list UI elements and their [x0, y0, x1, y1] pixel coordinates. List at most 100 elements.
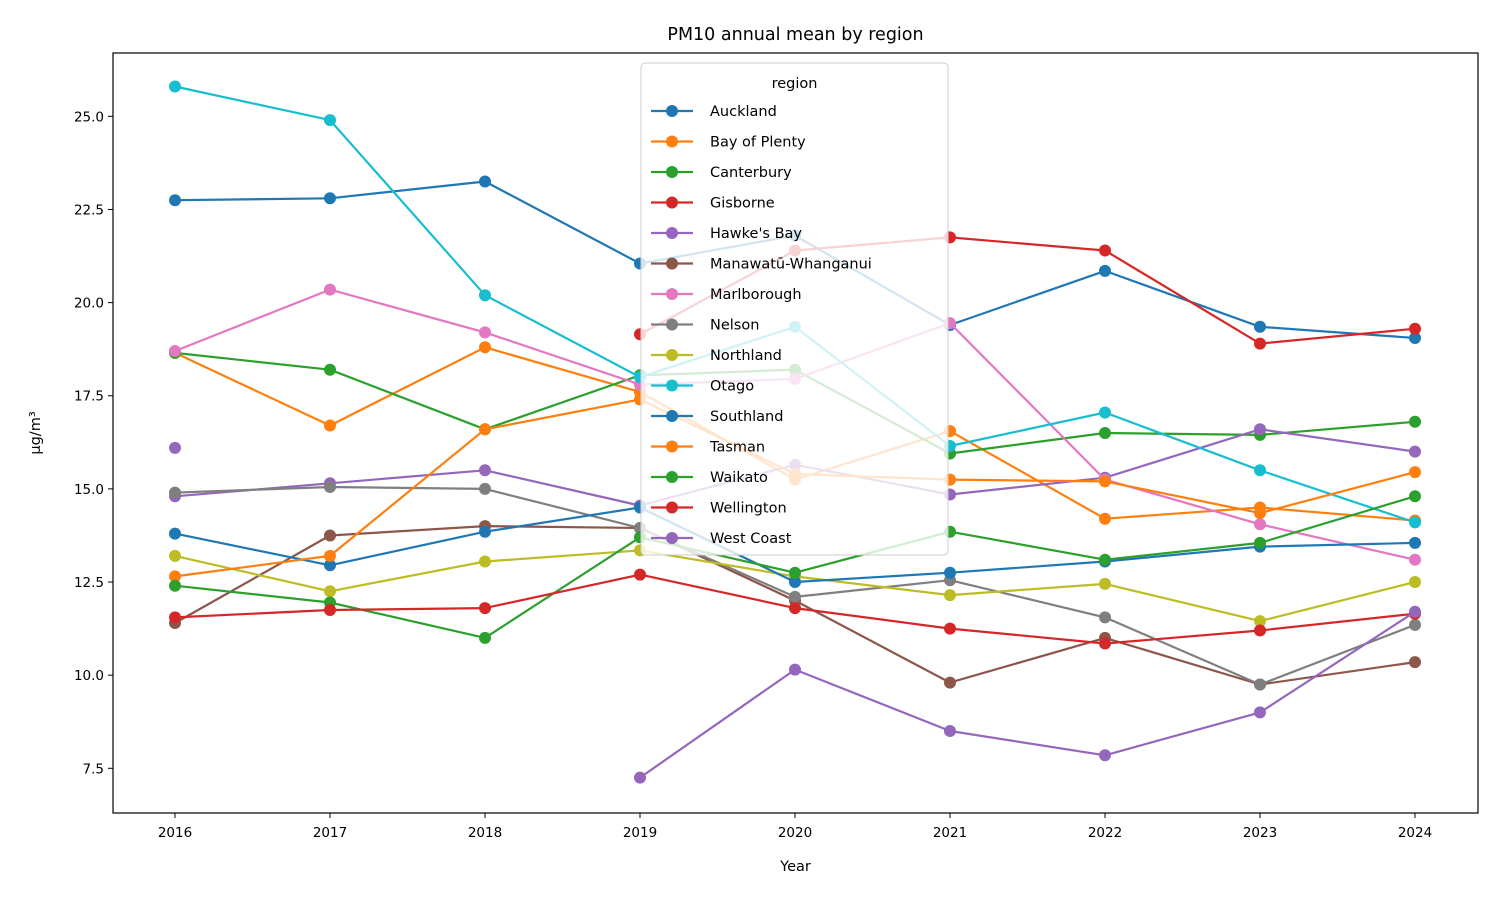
data-point-southland [169, 527, 181, 540]
data-point-wellington [169, 611, 181, 624]
data-point-auckland [169, 194, 181, 207]
data-point-tasman [324, 549, 336, 562]
data-point-northland [1409, 576, 1421, 588]
data-point-nelson [1099, 611, 1111, 624]
data-point-auckland [479, 175, 491, 188]
data-point-nelson [479, 482, 491, 495]
x-tick-label: 2020 [778, 825, 812, 841]
legend-label: Wellington [710, 501, 787, 517]
legend-swatch-marker [666, 166, 678, 178]
series-wellington [169, 568, 1421, 650]
data-point-west-coast [1254, 706, 1266, 719]
legend-label: Canterbury [710, 165, 792, 181]
data-point-wellington [324, 604, 336, 616]
data-point-nelson [1409, 618, 1421, 631]
data-point-gisborne [1099, 244, 1111, 257]
data-point-southland [324, 559, 336, 572]
data-point-west-coast [789, 663, 801, 676]
legend-label: Marlborough [710, 287, 802, 303]
data-point-west-coast [634, 771, 646, 784]
data-point-auckland [1099, 264, 1111, 277]
data-point-marlborough [324, 283, 336, 296]
legend-swatch-marker [666, 440, 678, 453]
y-tick-label: 22.5 [74, 202, 104, 218]
legend-title: region [772, 76, 818, 92]
legend-label: Auckland [710, 104, 777, 120]
y-tick-label: 15.0 [74, 482, 104, 498]
data-point-nelson [324, 481, 336, 493]
series-nelson [169, 481, 1421, 691]
y-tick-label: 25.0 [74, 109, 104, 125]
legend-swatch-marker [666, 379, 678, 392]
y-tick-label: 20.0 [74, 296, 104, 312]
data-point-gisborne [1409, 322, 1421, 335]
legend-label: West Coast [710, 531, 792, 547]
data-point-northland [1254, 615, 1266, 628]
y-tick-label: 10.0 [74, 668, 104, 684]
legend-items: Auckland Bay of Plenty Canterbury Gisborne H… [651, 104, 872, 547]
data-point-wellington [1099, 637, 1111, 650]
data-point-canterbury [1099, 427, 1111, 439]
data-point-wellington [479, 602, 491, 615]
legend-swatch-marker [666, 135, 678, 148]
data-point-tasman [1409, 466, 1421, 479]
data-point-waikato [789, 566, 801, 579]
legend-item-nelson: Nelson [651, 318, 759, 334]
data-point-auckland [1409, 332, 1421, 344]
legend-swatch-marker [666, 288, 678, 300]
legend-item-southland: Southland [651, 409, 783, 425]
legend-item-hawke-s-bay: Hawke's Bay [651, 226, 802, 242]
data-point-wellington [1254, 624, 1266, 637]
legend-item-wellington: Wellington [651, 501, 787, 517]
data-point-tasman [169, 570, 181, 583]
legend-label: Nelson [710, 318, 759, 334]
data-point-bay-of-plenty [324, 419, 336, 432]
x-tick-label: 2022 [1088, 825, 1122, 841]
data-point-otago [479, 289, 491, 302]
legend-label: Hawke's Bay [710, 226, 802, 242]
legend-item-northland: Northland [651, 348, 782, 364]
data-point-west-coast [1099, 749, 1111, 762]
data-point-wellington [944, 622, 956, 635]
legend-swatch-marker [666, 196, 678, 209]
legend-item-otago: Otago [651, 379, 754, 395]
x-tick-label: 2021 [933, 825, 967, 841]
legend-swatch-marker [666, 105, 678, 117]
x-tick-label: 2016 [158, 825, 192, 841]
x-tick-label: 2019 [623, 825, 657, 841]
data-point-nelson [789, 590, 801, 603]
data-point-northland [324, 585, 336, 598]
legend-swatch-marker [666, 532, 678, 544]
legend-label: Bay of Plenty [710, 135, 806, 151]
legend-label: Manawatū-Whanganui [710, 257, 872, 273]
legend-item-manawat-whanganui: Manawatū-Whanganui [651, 257, 872, 273]
data-point-waikato [1409, 490, 1421, 503]
data-point-southland [1409, 536, 1421, 549]
legend-swatch-marker [666, 349, 678, 361]
data-point-manawat-whanganui [324, 529, 336, 542]
legend-label: Northland [710, 348, 782, 364]
data-point-otago [169, 80, 181, 93]
data-point-nelson [169, 486, 181, 499]
legend-item-gisborne: Gisborne [651, 196, 775, 212]
series-line-west-coast [639, 610, 1416, 779]
data-point-marlborough [479, 326, 491, 339]
data-point-west-coast [944, 725, 956, 737]
data-point-waikato [479, 631, 491, 644]
data-point-southland [944, 566, 956, 579]
data-point-auckland [324, 192, 336, 205]
data-point-southland [789, 576, 801, 588]
legend-label: Otago [710, 379, 754, 395]
x-tick-label: 2018 [468, 825, 502, 841]
y-tick-label: 7.5 [83, 761, 104, 777]
legend-swatch-marker [666, 318, 678, 331]
data-point-northland [1099, 577, 1111, 590]
legend: region Auckland Bay of Plenty Canterbury Gi… [640, 62, 949, 556]
legend-swatch-marker [666, 227, 678, 239]
data-point-marlborough [1409, 553, 1421, 566]
legend-label: Tasman [709, 440, 765, 456]
legend-swatch-marker [666, 501, 678, 514]
legend-item-west-coast: West Coast [651, 531, 792, 547]
x-tick-label: 2017 [313, 825, 347, 841]
